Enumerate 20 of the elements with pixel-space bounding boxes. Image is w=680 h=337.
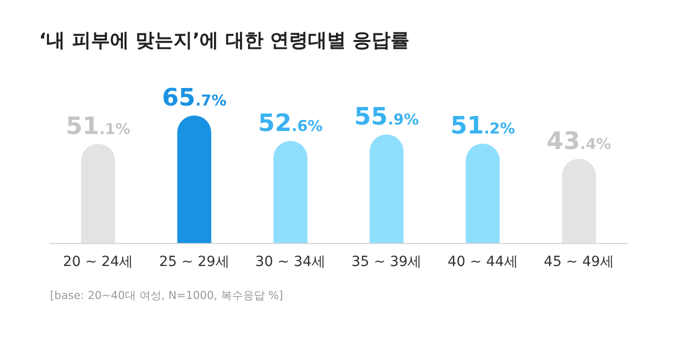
x-tick-label: 45 ~ 49세 bbox=[544, 254, 614, 270]
bar bbox=[177, 116, 212, 243]
data-label: 51.2% bbox=[450, 112, 516, 140]
text: [base: 20~40대 여성, N=1000, 복수응답 %] bbox=[50, 289, 284, 302]
bar bbox=[370, 134, 404, 243]
data-label: 51.1% bbox=[66, 112, 130, 140]
x-tick-label: 25 ~ 29세 bbox=[159, 254, 230, 270]
data-label: 65.7% bbox=[162, 84, 227, 112]
data-label: 52.6% bbox=[258, 108, 323, 137]
bar bbox=[562, 158, 596, 243]
chart-title: ‘내 피부에 맞는지’에 대한 연령대별 응답률 bbox=[39, 30, 410, 52]
data-label: 55.9% bbox=[354, 102, 419, 131]
x-tick-label: 40 ~ 44세 bbox=[448, 254, 518, 270]
x-tick-label: 30 ~ 34세 bbox=[255, 254, 326, 270]
data-label: 43.4% bbox=[546, 126, 612, 155]
x-tick-label: 35 ~ 39세 bbox=[351, 254, 422, 270]
bar bbox=[273, 140, 308, 243]
x-tick-label: 20 ~ 24세 bbox=[62, 254, 134, 270]
bar bbox=[81, 144, 116, 243]
bar bbox=[466, 144, 500, 243]
